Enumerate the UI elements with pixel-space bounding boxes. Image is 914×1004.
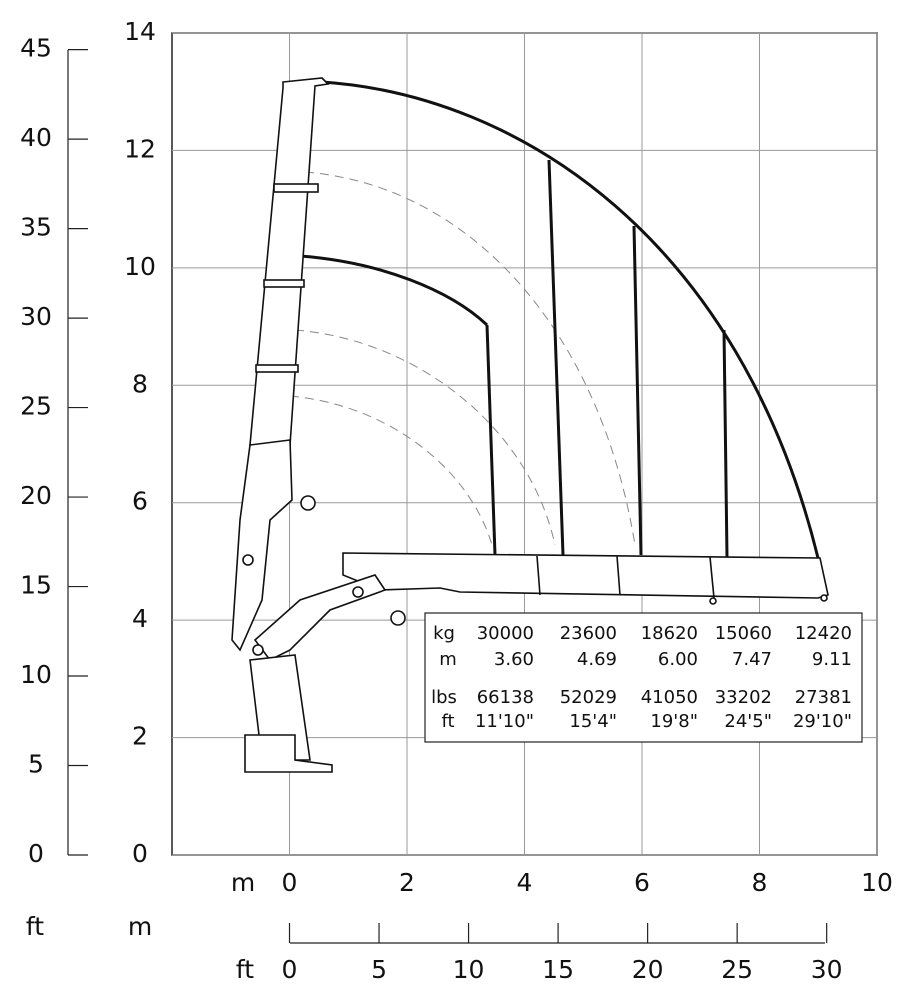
y-tick-label: 10 xyxy=(124,252,156,281)
y-tick-label: 0 xyxy=(132,839,148,868)
y-tick-label: 12 xyxy=(124,134,156,163)
table-cell: 29'10" xyxy=(793,711,852,732)
x2-tick-label: 15 xyxy=(542,955,574,984)
x2-tick-label: 0 xyxy=(282,955,298,984)
y2-tick-label: 30 xyxy=(20,302,52,331)
x-tick-label: 10 xyxy=(861,868,893,897)
y2-tick-label: 40 xyxy=(20,123,52,152)
table-cell: 41050 xyxy=(641,687,698,708)
reach-arcs xyxy=(289,171,636,546)
axis-unit: ft xyxy=(26,912,44,941)
table-unit: lbs xyxy=(431,687,457,708)
table-unit: kg xyxy=(433,623,455,644)
table-cell: 6.00 xyxy=(658,649,698,670)
table-cell: 19'8" xyxy=(650,711,698,732)
y2-tick-label: 35 xyxy=(20,213,52,242)
table-cell: 33202 xyxy=(715,687,772,708)
x2-tick-label: 10 xyxy=(453,955,485,984)
table-cell: 52029 xyxy=(560,687,617,708)
y2-tick-label: 25 xyxy=(20,392,52,421)
table-cell: 4.69 xyxy=(577,649,617,670)
crane-drawing xyxy=(231,77,829,773)
table-cell: 30000 xyxy=(477,623,534,644)
axis-unit: ft xyxy=(236,955,254,984)
y2-tick-label: 10 xyxy=(20,660,52,689)
table-cell: 18620 xyxy=(641,623,698,644)
table-cell: 23600 xyxy=(560,623,617,644)
load-table xyxy=(424,612,863,743)
table-cell: 66138 xyxy=(477,687,534,708)
table-unit: ft xyxy=(441,711,454,732)
table-unit: m xyxy=(439,649,457,670)
y-tick-label: 6 xyxy=(132,487,148,516)
x-tick-label: 6 xyxy=(634,868,650,897)
table-cell: 27381 xyxy=(795,687,852,708)
x2-tick-label: 30 xyxy=(811,955,843,984)
table-cell: 11'10" xyxy=(475,711,534,732)
y-tick-label: 8 xyxy=(132,369,148,398)
y-tick-label: 2 xyxy=(132,722,148,751)
table-cell: 12420 xyxy=(795,623,852,644)
axis-unit: m xyxy=(231,868,255,897)
x-tick-label: 0 xyxy=(282,868,298,897)
y-tick-label: 4 xyxy=(132,604,148,633)
x2-tick-label: 20 xyxy=(632,955,664,984)
x-tick-label: 4 xyxy=(517,868,533,897)
load-curves xyxy=(299,80,820,559)
table-cell: 7.47 xyxy=(732,649,772,670)
axis-unit: m xyxy=(128,912,152,941)
table-cell: 24'5" xyxy=(724,711,772,732)
table-cell: 3.60 xyxy=(494,649,534,670)
y2-tick-label: 20 xyxy=(20,481,52,510)
x2-tick-label: 25 xyxy=(721,955,753,984)
y2-tick-label: 15 xyxy=(20,571,52,600)
y2-tick-label: 45 xyxy=(20,34,52,63)
x2-tick-label: 5 xyxy=(371,955,387,984)
table-cell: 15060 xyxy=(715,623,772,644)
y2-tick-label: 0 xyxy=(28,839,44,868)
table-cell: 15'4" xyxy=(569,711,617,732)
table-cell: 9.11 xyxy=(812,649,852,670)
x-tick-label: 8 xyxy=(752,868,768,897)
x-tick-label: 2 xyxy=(399,868,415,897)
y-tick-label: 14 xyxy=(124,17,156,46)
y2-tick-label: 5 xyxy=(28,750,44,779)
